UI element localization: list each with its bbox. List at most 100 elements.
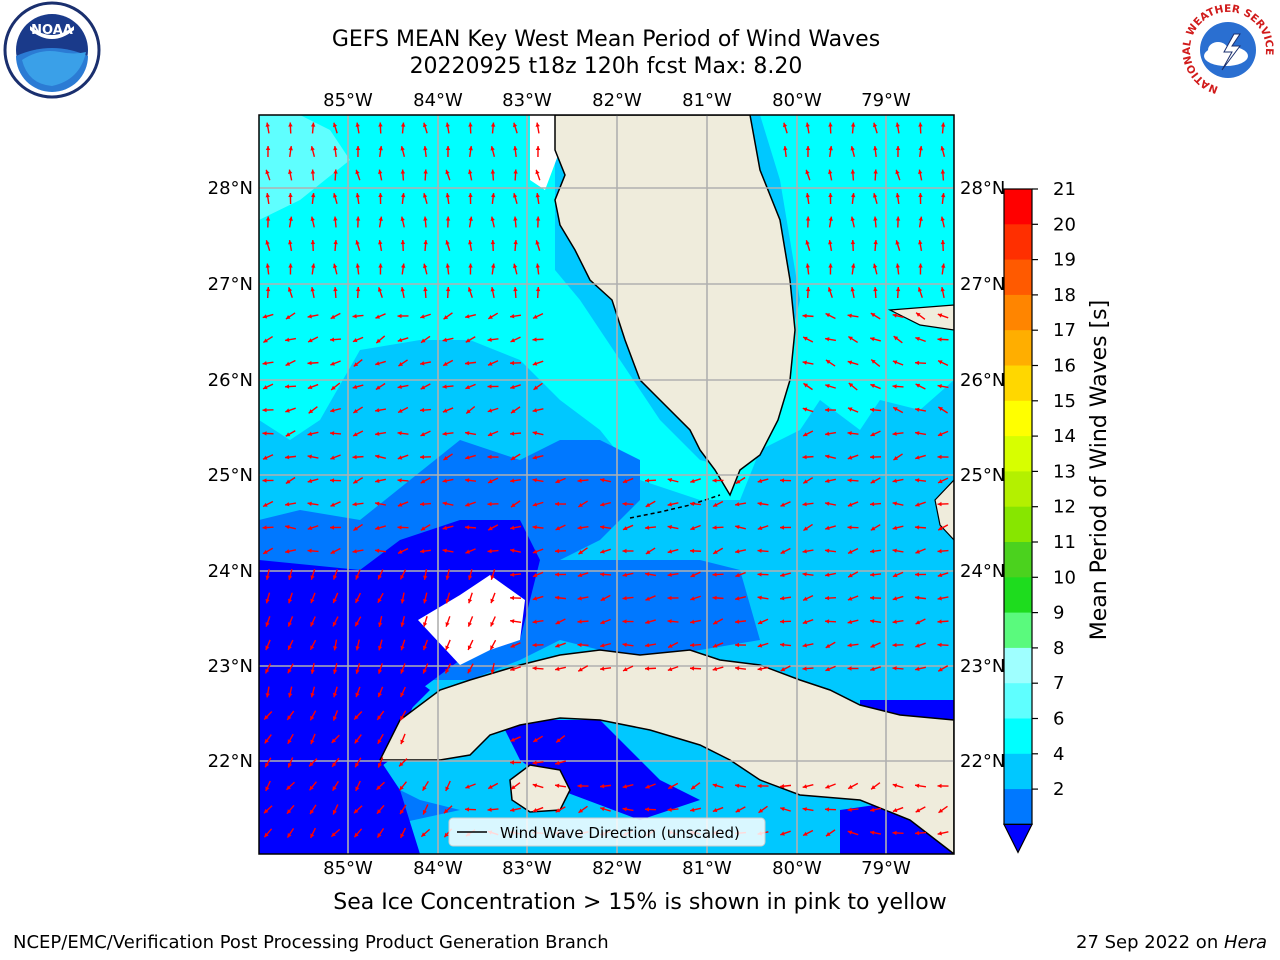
wind-wave-arrow [712, 595, 724, 601]
wind-wave-arrow [873, 169, 878, 181]
lon-ticks-bottom: 85°W 84°W 83°W 82°W 81°W 80°W 79°W [323, 858, 911, 879]
wind-wave-arrow [355, 639, 360, 651]
colorbar-tick-label: 15 [1053, 391, 1076, 412]
wind-wave-arrow [779, 478, 792, 483]
wind-wave-arrow [892, 548, 904, 553]
colorbar-tick-label: 19 [1053, 250, 1076, 271]
wind-wave-arrow [377, 592, 384, 604]
colorbar-segment [1004, 577, 1032, 614]
wind-wave-arrow [265, 192, 270, 205]
wind-wave-arrow [554, 501, 567, 507]
wind-wave-arrow [509, 360, 522, 366]
wind-wave-arrow [262, 431, 274, 436]
wind-wave-arrow [445, 568, 450, 581]
wind-wave-arrow [309, 639, 317, 651]
wind-wave-arrow [420, 335, 431, 344]
wind-wave-arrow [914, 830, 927, 836]
colorbar-segment [1004, 189, 1032, 225]
lon-tick-label: 85°W [323, 858, 373, 879]
wind-wave-arrow [377, 757, 384, 768]
wind-wave-arrow [824, 595, 837, 601]
wind-wave-arrow [330, 547, 341, 555]
wind-wave-arrow [532, 806, 544, 813]
wind-wave-arrow [378, 145, 383, 158]
wind-wave-arrow [937, 359, 949, 367]
wind-wave-arrow [443, 312, 453, 320]
wind-wave-arrow [780, 572, 791, 578]
wind-wave-arrow [487, 548, 499, 554]
wind-wave-arrow [937, 313, 949, 319]
wind-wave-arrow [288, 192, 293, 205]
wind-wave-arrow [355, 192, 360, 205]
wind-wave-arrow [491, 263, 496, 275]
wind-wave-arrow [802, 619, 814, 625]
wind-wave-arrow [374, 548, 387, 553]
wind-wave-arrow [532, 760, 544, 765]
wind-wave-arrow [288, 263, 293, 275]
wind-wave-arrow [825, 665, 836, 672]
chart-subtitle: 20220925 t18z 120h fcst Max: 8.20 [409, 54, 803, 79]
wind-wave-arrow [689, 642, 702, 648]
wind-wave-arrow [779, 596, 792, 601]
wind-wave-arrow [400, 169, 406, 181]
wind-wave-arrow [869, 595, 882, 601]
wind-wave-arrow [397, 384, 409, 389]
wind-wave-arrow [600, 618, 611, 625]
wind-wave-arrow [265, 639, 271, 651]
wind-wave-arrow [420, 828, 431, 838]
wind-wave-arrow [397, 406, 409, 414]
wind-wave-arrow [510, 500, 521, 508]
wind-wave-arrow [802, 572, 814, 577]
wind-wave-arrow [555, 642, 566, 648]
wind-wave-arrow [400, 663, 406, 674]
wind-wave-arrow [805, 263, 811, 275]
wind-wave-arrow [577, 500, 589, 508]
wind-wave-arrow [284, 454, 297, 460]
wind-wave-arrow [873, 286, 878, 299]
wind-wave-arrow [734, 619, 747, 624]
lat-tick-label: 26°N [208, 370, 253, 391]
wind-wave-arrow [419, 407, 432, 413]
wind-wave-arrow [824, 619, 837, 624]
wind-wave-arrow [442, 384, 454, 389]
wind-wave-arrow [892, 806, 904, 813]
wind-wave-arrow [892, 501, 904, 506]
wind-wave-arrow [847, 571, 859, 578]
wind-wave-arrow [265, 216, 271, 228]
wind-wave-arrow [331, 734, 340, 744]
wind-wave-arrow [377, 733, 384, 745]
wind-wave-arrow [779, 642, 792, 648]
wind-wave-arrow [622, 572, 634, 577]
wind-wave-arrow [622, 619, 634, 624]
wind-wave-arrow [873, 145, 878, 158]
wind-wave-arrow [329, 407, 342, 413]
wind-wave-arrow [265, 240, 271, 251]
wind-wave-arrow [355, 780, 361, 792]
wind-wave-arrow [288, 145, 293, 158]
wind-wave-arrow [532, 454, 544, 460]
wind-wave-arrow [264, 757, 272, 768]
wind-wave-arrow [442, 407, 454, 413]
wind-wave-arrow [265, 145, 271, 158]
lon-tick-label: 82°W [592, 858, 642, 879]
lon-tick-label: 83°W [502, 90, 552, 111]
wind-wave-arrow [422, 263, 428, 275]
wind-wave-arrow [535, 286, 541, 299]
wind-wave-arrow [490, 592, 496, 604]
wind-wave-arrow [779, 619, 792, 624]
wind-wave-arrow [263, 805, 273, 814]
wind-wave-arrow [285, 476, 296, 485]
wind-wave-arrow [895, 145, 901, 158]
wind-wave-arrow [757, 595, 769, 600]
colorbar-segment [1004, 330, 1032, 366]
wind-wave-arrow [869, 407, 882, 413]
wind-wave-arrow [645, 595, 656, 601]
wind-wave-arrow [353, 358, 363, 368]
wind-wave-arrow [310, 239, 316, 252]
wind-wave-arrow [873, 239, 878, 252]
wind-wave-arrow [599, 525, 612, 530]
wind-wave-arrow [870, 430, 881, 437]
wind-wave-arrow [467, 287, 473, 298]
wind-wave-arrow [757, 525, 769, 531]
